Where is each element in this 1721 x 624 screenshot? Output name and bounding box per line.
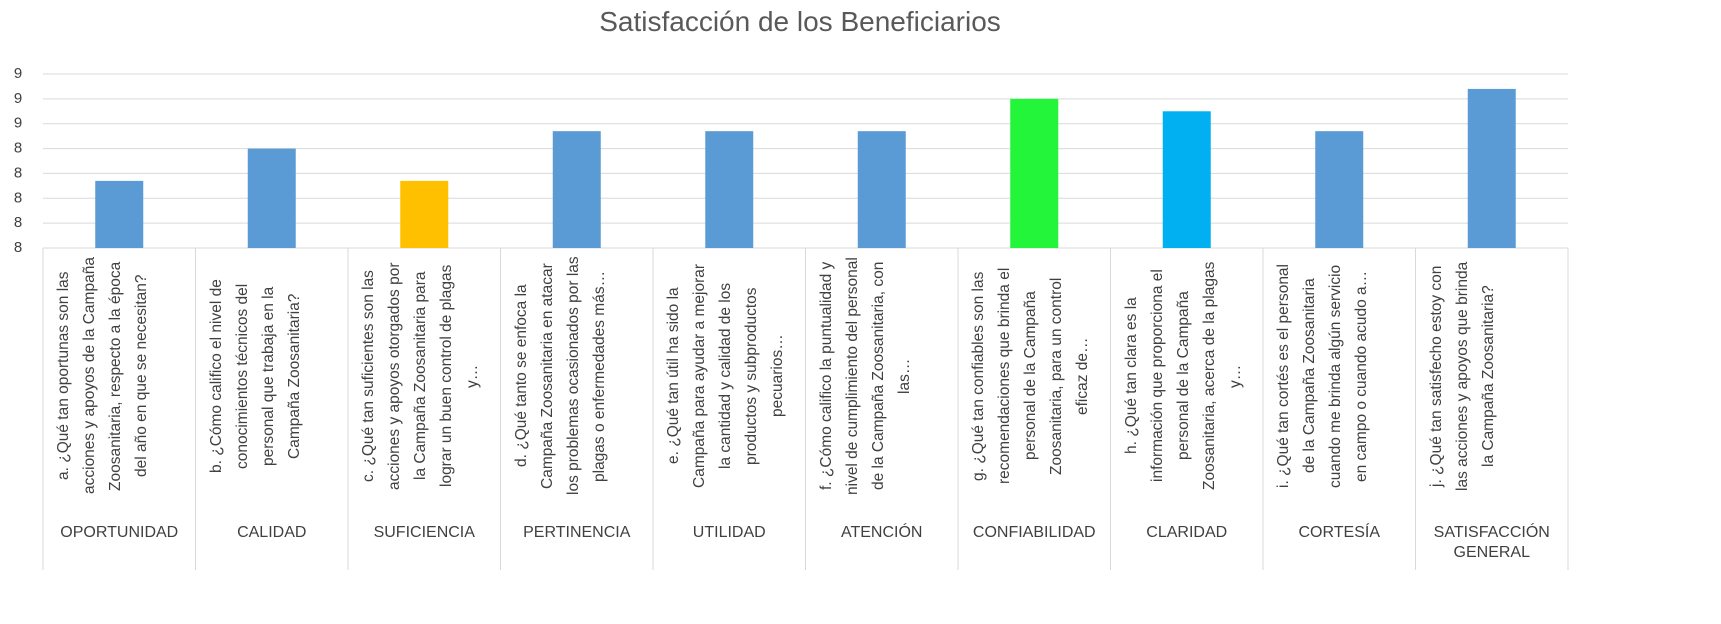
x-tick-label: a. ¿Qué tan oportunas son las acciones y… xyxy=(55,257,150,495)
group-label: PERTINENCIA xyxy=(523,524,631,541)
x-tick-label: g. ¿Qué tan confiables son las recomenda… xyxy=(970,267,1091,485)
y-tick-label: 8 xyxy=(14,164,22,181)
group-label: CONFIABILIDAD xyxy=(972,524,1096,541)
x-tick-label: h. ¿Qué tan clara es la información que … xyxy=(1122,261,1244,491)
group-label: CORTESÍA xyxy=(1298,524,1381,541)
x-tick-label: f. ¿Cómo califico la puntualidad y nivel… xyxy=(817,257,913,495)
group-label: CLARIDAD xyxy=(1146,524,1228,541)
x-tick-label: j. ¿Qué tan satisfecho estoy con las acc… xyxy=(1427,261,1497,491)
bar xyxy=(1010,98,1059,248)
group-label: UTILIDAD xyxy=(692,524,766,541)
x-tick-label: b. ¿Cómo califico el nivel de conocimien… xyxy=(207,279,303,473)
group-label: SUFICIENCIA xyxy=(373,524,475,541)
chart-title: Satisfacción de los Beneficiarios xyxy=(599,6,1001,37)
y-tick-label: 9 xyxy=(14,115,22,132)
group-label: OPORTUNIDAD xyxy=(60,524,179,541)
bar xyxy=(400,180,449,248)
bar xyxy=(1315,131,1364,248)
group-label: SATISFACCIÓN GENERAL xyxy=(1433,524,1550,561)
y-tick-label: 8 xyxy=(14,214,22,231)
group-label: ATENCIÓN xyxy=(841,524,923,541)
bar xyxy=(705,131,754,248)
bar xyxy=(1467,88,1516,249)
bar xyxy=(95,180,144,248)
bar xyxy=(552,131,601,248)
y-tick-label: 8 xyxy=(14,189,22,206)
y-tick-label: 8 xyxy=(14,140,22,157)
y-tick-label: 9 xyxy=(14,90,22,107)
group-label: CALIDAD xyxy=(237,524,307,541)
x-tick-label: d. ¿Qué tanto se enfoca la Campaña Zoosa… xyxy=(512,256,608,496)
x-tick-label: e. ¿Qué tan útil ha sido la Campaña para… xyxy=(665,264,786,489)
y-tick-label: 9 xyxy=(14,65,22,82)
x-tick-label: c. ¿Qué tan suficientes son las acciones… xyxy=(360,262,481,490)
x-tick-label: i. ¿Qué tan cortés es el personal de la … xyxy=(1275,264,1370,489)
bar xyxy=(1162,111,1211,249)
bar xyxy=(857,131,906,248)
bar xyxy=(247,148,296,248)
y-tick-label: 8 xyxy=(14,239,22,256)
